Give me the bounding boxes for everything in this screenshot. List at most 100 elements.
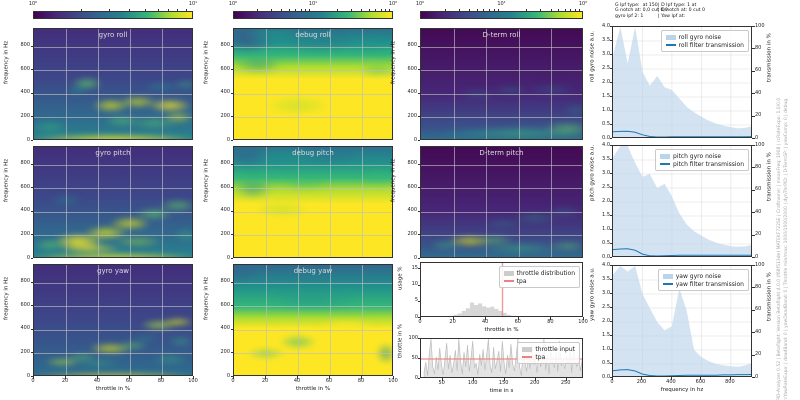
grid-line-vertical xyxy=(66,29,67,139)
y-tick-mark xyxy=(609,54,612,55)
y-tick-label: 400 xyxy=(220,89,230,96)
grid-line-vertical xyxy=(66,265,67,375)
y-tick-mark xyxy=(30,281,33,283)
y-tick-mark xyxy=(609,138,612,139)
y-tick-mark xyxy=(417,317,420,318)
legend-line-swatch xyxy=(659,163,670,165)
heatmap-blob xyxy=(162,318,192,327)
x-tick-label: 100 xyxy=(578,319,588,325)
x-tick-mark xyxy=(550,317,551,320)
x-tick-mark xyxy=(700,377,701,380)
x-axis-label: throttle in % xyxy=(295,386,331,392)
x-axis-label: time in s xyxy=(489,388,514,394)
y-tick-label: 1.0 xyxy=(602,345,610,352)
y-tick-mark xyxy=(609,201,612,202)
legend-patch-swatch xyxy=(665,34,676,40)
x-tick-label: 100 xyxy=(467,380,478,386)
heatmap-blob xyxy=(314,319,378,334)
y-tick-mark xyxy=(230,116,233,117)
y-tick-label: 200 xyxy=(407,112,417,119)
y2-tick-label: 20 xyxy=(755,351,762,358)
y-tick-mark xyxy=(417,140,420,141)
heatmap-blob xyxy=(43,358,82,367)
y-tick-label: 0 xyxy=(226,254,230,261)
y-tick-mark xyxy=(609,96,612,97)
y-tick-mark xyxy=(230,45,233,47)
grid-line-vertical xyxy=(98,29,99,139)
y-tick-mark xyxy=(417,338,420,339)
colorbar-tick-label: 10⁰ xyxy=(28,1,38,7)
colorbar-minor-tick xyxy=(564,8,566,11)
y2-tick-label: 0 xyxy=(755,253,759,260)
legend-entry: throttle distribution xyxy=(503,269,575,277)
y-tick-mark xyxy=(417,268,420,270)
legend-label: yaw gyro noise xyxy=(675,272,722,280)
x-tick-label: 50 xyxy=(438,380,445,386)
heatmap-blob xyxy=(250,361,314,372)
filter-info-left-column: G lpf type: at 150 G notch at: 0,0 cut 0… xyxy=(615,3,668,19)
grid-line-horizontal xyxy=(34,93,192,95)
colorbar-minor-tick xyxy=(109,8,110,11)
y-tick-mark xyxy=(30,352,33,353)
grid-line-vertical xyxy=(453,29,455,139)
filter-info-right-column: | D lpf type: 1 at | D notch at: 0 cut 0… xyxy=(658,3,705,19)
y-tick-label: 200 xyxy=(220,112,230,119)
colorbar-tick-label: 10¹ xyxy=(188,1,198,7)
y-tick-mark xyxy=(417,378,420,379)
colorbar-minor-tick xyxy=(476,8,478,11)
colorbar-minor-tick xyxy=(351,8,352,11)
y-tick-mark xyxy=(609,243,612,244)
y-tick-label: 3.5 xyxy=(602,155,610,162)
heatmap-blob xyxy=(447,235,493,248)
colorbar-minor-tick xyxy=(177,8,179,11)
heatmap-blob xyxy=(437,128,503,139)
heatmap-blob xyxy=(117,341,150,351)
y-tick-mark xyxy=(230,234,233,235)
spectrogram-debug-pitch: debug pitch xyxy=(233,146,393,258)
y-tick-mark xyxy=(30,376,33,377)
y-tick-mark xyxy=(417,210,420,212)
x-tick-label: 100 xyxy=(188,378,198,384)
x-axis-label: throttle in % xyxy=(95,386,131,392)
heatmap-blob xyxy=(147,99,192,113)
legend-patch-swatch xyxy=(659,153,670,159)
heatmap-blob-layer xyxy=(34,29,192,139)
grid-line-vertical xyxy=(98,265,99,375)
heatmap-blob xyxy=(548,240,582,252)
y-tick-mark xyxy=(30,210,33,212)
y-tick-mark xyxy=(609,68,612,69)
y2-tick-label: 0 xyxy=(755,373,759,380)
y-tick-label: 0.5 xyxy=(602,120,610,127)
x-tick-label: 20 xyxy=(61,378,69,384)
y-tick-mark xyxy=(609,215,612,216)
grid-line-vertical xyxy=(486,147,488,257)
throttle-distribution-plot: throttle distribution tpa xyxy=(420,262,583,317)
y-tick-label: 4.0 xyxy=(602,261,610,268)
grid-line-horizontal xyxy=(421,164,582,166)
y-tick-label: 200 xyxy=(407,230,417,237)
y-tick-label: 400 xyxy=(407,207,417,214)
heatmap-blob xyxy=(346,34,392,54)
panel-title: debug roll xyxy=(295,31,331,39)
y-tick-mark xyxy=(609,293,612,294)
x-tick-mark xyxy=(265,376,266,379)
colorbar-minor-tick xyxy=(129,8,130,11)
grid-line-horizontal xyxy=(234,164,392,166)
grid-line-vertical xyxy=(130,265,131,375)
y-tick-label: 200 xyxy=(20,348,30,355)
grid-line-horizontal xyxy=(421,211,582,213)
colorbar-minor-tick xyxy=(168,8,169,11)
grid-line-horizontal xyxy=(34,117,192,119)
y-tick-mark xyxy=(609,26,612,27)
y2-tick-label: 100 xyxy=(755,22,765,29)
x-axis-label: frequency in hz xyxy=(660,387,704,393)
x-tick-label: 0 xyxy=(231,378,235,384)
y-tick-label: 800 xyxy=(407,42,417,49)
grid-line-vertical xyxy=(130,29,131,139)
y-tick-mark xyxy=(30,69,33,70)
grid-line-horizontal xyxy=(421,93,582,95)
y-tick-mark xyxy=(417,300,420,302)
y2-tick-mark xyxy=(752,265,755,266)
y2-tick-mark xyxy=(752,93,755,94)
legend-entry: yaw gyro noise xyxy=(662,272,744,280)
